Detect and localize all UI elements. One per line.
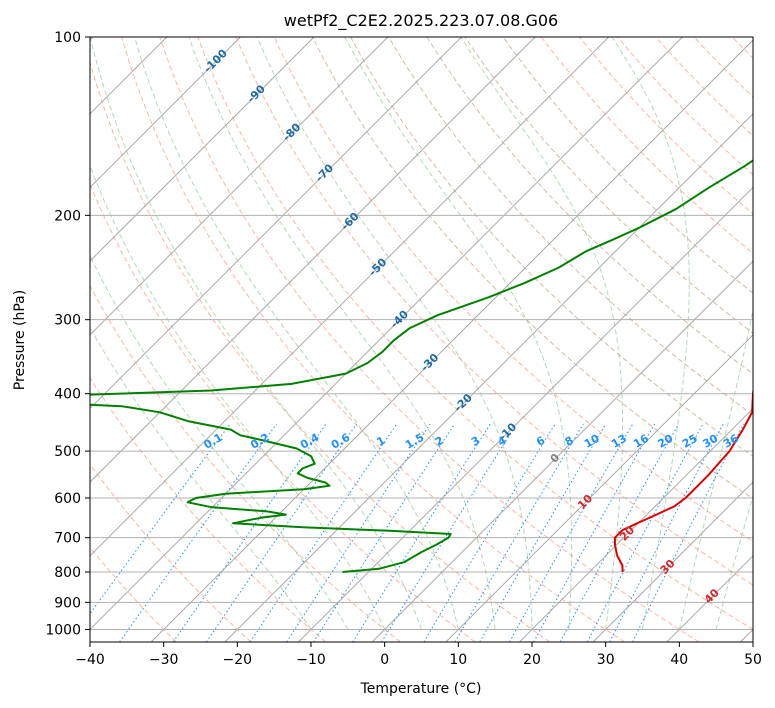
isotherm-line (592, 481, 753, 642)
dry-adiabat-line (90, 183, 476, 642)
plot-background (90, 37, 753, 642)
isotherm-line (90, 37, 462, 410)
dry-adiabat-line (159, 37, 700, 642)
dry-adiabat-line (273, 37, 753, 543)
mixing-ratio-line (632, 423, 745, 642)
dry-adiabat-line (121, 37, 625, 642)
moist-adiabat-line (90, 254, 349, 630)
dry-adiabat-line (464, 37, 753, 334)
dry-adiabat-line (197, 37, 753, 630)
y-tick-label: 600 (54, 491, 81, 507)
dry-adiabat-line (235, 37, 753, 586)
x-tick-label: 20 (523, 652, 541, 668)
y-tick-label: 1000 (45, 622, 81, 638)
mixing-ratio-line (205, 423, 357, 642)
dry-adiabat-line (541, 37, 753, 254)
isotherm-line (90, 37, 241, 189)
mixing-ratio-line (172, 423, 327, 642)
moist-adiabat-line (678, 307, 753, 630)
mixing-ratio-line (119, 423, 277, 642)
y-tick-label: 500 (54, 444, 81, 460)
moist-adiabat-line (344, 37, 573, 630)
mixing-ratio-line (609, 423, 724, 642)
y-tick-label: 400 (54, 387, 81, 403)
x-tick-label: 0 (380, 652, 389, 668)
profile-series (90, 159, 753, 573)
moist-adiabat-line (90, 37, 422, 630)
mixing-ratio-line (586, 423, 704, 642)
dry-adiabat-line (90, 284, 401, 642)
y-tick-label: 300 (54, 313, 81, 329)
isotherm-line (90, 37, 315, 262)
background-lines (90, 37, 775, 642)
moist-adiabat-line (90, 164, 386, 630)
moist-adiabat-line (256, 37, 533, 630)
dry-adiabat-line (770, 37, 775, 642)
y-tick-label: 900 (54, 595, 81, 611)
isotherm-line (90, 37, 389, 336)
dry-adiabat-line (579, 37, 753, 215)
x-tick-label: −30 (149, 652, 179, 668)
dry-adiabat-line (426, 37, 753, 375)
dry-adiabat-line (311, 37, 753, 500)
x-tick-label: 10 (449, 652, 467, 668)
mixing-ratio-line (381, 423, 518, 642)
y-tick-label: 200 (54, 208, 81, 224)
isotherm-line (90, 37, 683, 631)
axes: −40 −30 −20 −10 0 10 20 30 40 50 100 200 300 400 500 60… (45, 30, 762, 668)
plot-frame (89, 36, 754, 643)
moist-adiabat-line (134, 37, 459, 630)
x-tick-label: 40 (670, 652, 688, 668)
isotherm-line (90, 37, 610, 557)
mixing-ratio-line (559, 423, 679, 642)
mixing-ratio-line (454, 423, 584, 642)
isotherm-line (90, 37, 536, 483)
y-tick-label: 800 (54, 565, 81, 581)
temperature-profile-line (613, 386, 753, 573)
y-axis-title: Pressure (hPa) (12, 290, 28, 390)
dry-adiabat-line (90, 376, 327, 642)
moist-adiabat-line (611, 37, 690, 630)
isotherm-line (371, 260, 753, 642)
x-axis-title: Temperature (°C) (360, 681, 482, 697)
mixing-ratio-line (352, 423, 491, 642)
x-tick-label: 30 (597, 652, 615, 668)
isotherm-line (445, 334, 753, 642)
isotherm-line (224, 113, 753, 642)
mixing-ratio-line (423, 423, 556, 642)
chart-title: wetPf2_C2E2.2025.223.07.08.G06 (284, 11, 558, 31)
mixing-ratio-line (249, 423, 398, 642)
dry-adiabat-line (90, 60, 551, 642)
isotherm-line (519, 407, 753, 642)
mixing-ratio-line (533, 423, 656, 642)
dry-adiabat-line (388, 37, 753, 416)
isotherm-line (150, 39, 753, 642)
y-tick-label: 700 (54, 531, 81, 547)
moist-adiabat-line (460, 37, 624, 630)
mixing-ratio-line (509, 423, 634, 642)
moist-adiabat-line (90, 326, 312, 630)
y-tick-label: 100 (54, 30, 81, 46)
dewpoint-profile-line (90, 159, 753, 573)
x-tick-label: 50 (744, 652, 762, 668)
moist-adiabat-line (188, 37, 496, 630)
x-tick-label: −20 (223, 652, 253, 668)
isotherm-line (298, 186, 753, 642)
x-tick-label: −40 (75, 652, 105, 668)
x-tick-label: −10 (296, 652, 326, 668)
